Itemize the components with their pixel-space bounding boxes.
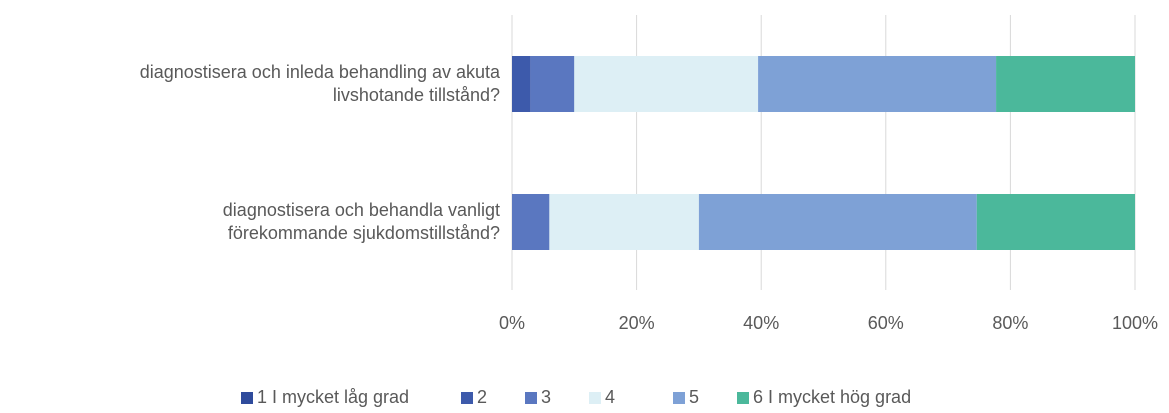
legend-label: 6 I mycket hög grad <box>753 387 911 407</box>
bar-segment <box>698 194 977 250</box>
y-tick-label: diagnostisera och behandla vanligt föreko… <box>223 200 500 243</box>
x-tick-label: 0% <box>499 313 525 333</box>
legend-swatch <box>589 392 601 404</box>
legend-label: 3 <box>541 387 551 407</box>
x-tick-label: 60% <box>868 313 904 333</box>
bar-segment <box>530 56 575 112</box>
x-tick-label: 20% <box>619 313 655 333</box>
x-tick-label: 40% <box>743 313 779 333</box>
label-line: diagnostisera och behandla vanligt <box>223 200 500 220</box>
label-line: förekommande sjukdomstillstånd? <box>228 223 500 243</box>
bar-segment <box>574 56 759 112</box>
y-tick-label: diagnostisera och inleda behandling av a… <box>140 62 501 105</box>
x-tick-label: 80% <box>992 313 1028 333</box>
legend-swatch <box>241 392 253 404</box>
label-line: diagnostisera och inleda behandling av a… <box>140 62 501 82</box>
bar-segment <box>512 194 550 250</box>
legend-swatch <box>525 392 537 404</box>
bar-segment <box>996 56 1135 112</box>
legend-label: 4 <box>605 387 615 407</box>
label-line: livshotande tillstånd? <box>333 85 500 105</box>
legend-label: 2 <box>477 387 487 407</box>
x-tick-label: 100% <box>1112 313 1158 333</box>
bar-segment <box>976 194 1135 250</box>
legend-label: 5 <box>689 387 699 407</box>
legend-label: 1 I mycket låg grad <box>257 387 409 407</box>
legend-swatch <box>737 392 749 404</box>
bar-segment <box>549 194 699 250</box>
bar-segment <box>758 56 997 112</box>
bar-segment <box>512 56 531 112</box>
legend-swatch <box>461 392 473 404</box>
legend-swatch <box>673 392 685 404</box>
